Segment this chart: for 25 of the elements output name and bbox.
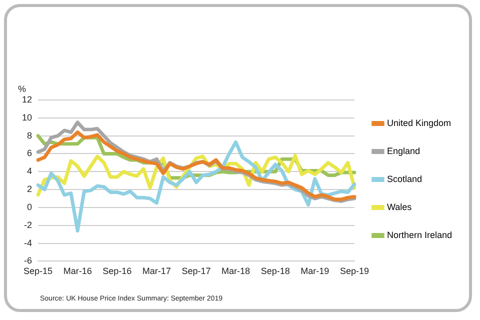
legend-label: United Kingdom bbox=[386, 118, 452, 128]
x-tick-label: Mar-18 bbox=[222, 266, 250, 276]
legend-label: Northern Ireland bbox=[386, 230, 452, 240]
x-tick-label: Sep-15 bbox=[23, 266, 53, 276]
x-tick-label: Sep-17 bbox=[182, 266, 211, 276]
x-tick-label: Mar-16 bbox=[63, 266, 92, 276]
y-tick-label: -4 bbox=[24, 238, 32, 248]
x-tick-label: Mar-19 bbox=[300, 266, 330, 276]
y-tick-label: 2 bbox=[26, 184, 32, 194]
x-tick-label: Sep-16 bbox=[102, 266, 132, 276]
legend-label: Scotland bbox=[386, 174, 422, 184]
y-tick-label: 10 bbox=[22, 112, 32, 122]
y-tick-label: -2 bbox=[24, 220, 32, 230]
y-tick-label: 0 bbox=[26, 202, 32, 212]
y-tick-label: 6 bbox=[26, 148, 32, 158]
y-tick-label: 8 bbox=[26, 130, 32, 140]
y-tick-label: 12 bbox=[22, 94, 32, 104]
y-axis-title: % bbox=[18, 84, 26, 94]
x-tick-label: Sep-18 bbox=[260, 266, 290, 276]
legend-label: England bbox=[386, 146, 420, 156]
x-tick-label: Mar-17 bbox=[142, 266, 171, 276]
y-tick-label: 4 bbox=[26, 166, 32, 176]
legend-label: Wales bbox=[386, 202, 412, 212]
x-tick-label: Sep-19 bbox=[340, 266, 369, 276]
y-tick-label: -6 bbox=[24, 256, 32, 266]
